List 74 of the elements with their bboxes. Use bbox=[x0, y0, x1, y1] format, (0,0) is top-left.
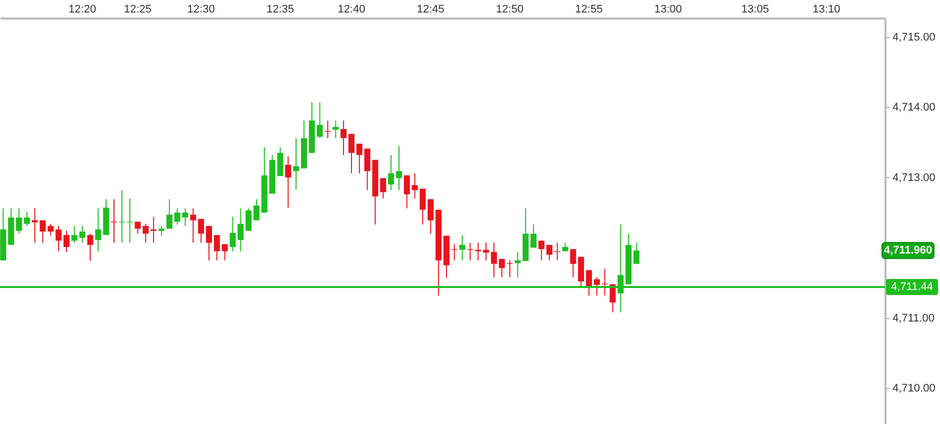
y-tick-label: 4,714.00 bbox=[892, 102, 936, 114]
ref-line-label: 4,711.44 bbox=[890, 281, 934, 294]
candlestick bbox=[388, 154, 394, 191]
candlestick bbox=[554, 242, 560, 261]
y-tick-label: 4,713.00 bbox=[892, 172, 936, 184]
x-tick-label: 12:25 bbox=[124, 4, 152, 16]
candlestick bbox=[356, 143, 362, 174]
candlestick bbox=[56, 225, 62, 252]
candlestick bbox=[633, 242, 640, 264]
candlestick bbox=[530, 224, 537, 248]
candlestick bbox=[214, 234, 220, 261]
candlestick bbox=[190, 208, 196, 244]
candlestick bbox=[110, 198, 117, 244]
candlestick bbox=[48, 223, 54, 236]
candlestick bbox=[95, 208, 102, 252]
x-tick-label: 12:20 bbox=[68, 4, 96, 16]
candlestick bbox=[451, 244, 458, 261]
candlestick bbox=[380, 178, 386, 200]
candlestick bbox=[71, 225, 78, 244]
candlestick bbox=[158, 225, 164, 236]
candlestick bbox=[222, 244, 228, 261]
candlestick bbox=[483, 242, 490, 261]
x-tick-label: 12:35 bbox=[266, 4, 294, 16]
candlestick bbox=[570, 248, 576, 278]
candlestick bbox=[498, 258, 505, 278]
candlestick bbox=[293, 138, 300, 190]
candlestick bbox=[594, 276, 600, 296]
candlestick bbox=[396, 145, 402, 191]
candlestick bbox=[134, 221, 141, 234]
x-tick-label: 12:40 bbox=[338, 4, 366, 16]
candlestick bbox=[126, 198, 133, 244]
x-tick-label: 12:30 bbox=[187, 4, 215, 16]
candlestick bbox=[166, 198, 172, 230]
candlestick bbox=[324, 120, 331, 139]
y-tick-label: 4,715.00 bbox=[892, 31, 936, 44]
candlestick bbox=[610, 284, 616, 313]
candlestick bbox=[246, 208, 252, 232]
candlestick bbox=[79, 225, 86, 244]
annotation: 4,711.960 bbox=[884, 244, 932, 256]
candlestick bbox=[404, 174, 410, 209]
candlestick bbox=[253, 198, 260, 221]
candlestick bbox=[546, 244, 552, 261]
x-tick-label: 12:55 bbox=[575, 4, 603, 16]
x-tick-label: 13:00 bbox=[654, 4, 682, 16]
candlestick bbox=[285, 156, 292, 208]
x-tick-label: 12:45 bbox=[416, 4, 444, 16]
candlestick bbox=[24, 211, 30, 226]
candlestick bbox=[490, 242, 497, 278]
candlestick bbox=[150, 216, 157, 244]
candlestick bbox=[238, 208, 244, 252]
candlestick bbox=[340, 120, 347, 156]
candlestick bbox=[428, 198, 434, 234]
candlestick bbox=[538, 240, 544, 261]
candlestick bbox=[198, 218, 204, 244]
candlestick bbox=[459, 234, 466, 261]
candlestick bbox=[467, 242, 474, 261]
candlestick bbox=[348, 133, 354, 174]
x-tick-label: 12:50 bbox=[496, 4, 524, 16]
y-tick-label: 4,711.00 bbox=[892, 312, 935, 324]
candlestick bbox=[87, 233, 94, 262]
candlestick bbox=[506, 260, 513, 278]
candlestick bbox=[514, 251, 521, 278]
candlestick bbox=[206, 225, 212, 261]
candlestick bbox=[316, 102, 323, 139]
candlestick bbox=[332, 120, 339, 139]
candlestick bbox=[16, 208, 22, 234]
x-tick-label: 13:05 bbox=[741, 4, 769, 16]
x-tick-label: 13:10 bbox=[812, 4, 840, 16]
candlestick bbox=[118, 190, 125, 244]
candlestick bbox=[586, 270, 592, 296]
candlestick bbox=[230, 216, 236, 252]
y-tick-label: 4,710.00 bbox=[892, 382, 936, 395]
candlestick bbox=[142, 223, 149, 244]
candlestick bbox=[63, 230, 70, 252]
